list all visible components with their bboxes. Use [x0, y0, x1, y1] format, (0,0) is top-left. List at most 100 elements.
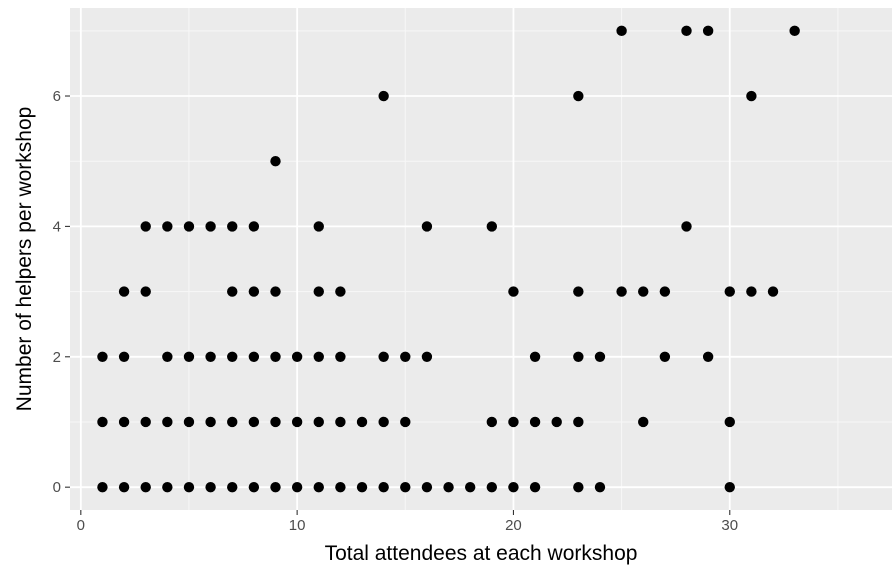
y-tick-label: 0: [53, 479, 61, 496]
data-point: [227, 221, 238, 232]
data-point: [443, 481, 454, 493]
data-point: [659, 286, 671, 297]
data-point: [291, 351, 303, 362]
data-point: [162, 416, 173, 428]
data-point: [702, 25, 714, 37]
data-point: [529, 416, 541, 428]
data-point: [638, 416, 649, 428]
data-point: [638, 286, 649, 297]
data-point: [573, 481, 584, 493]
data-point: [248, 481, 260, 493]
y-tick-label: 2: [53, 349, 61, 366]
data-point: [378, 351, 389, 362]
data-point: [486, 416, 498, 428]
data-point: [335, 351, 346, 362]
y-tick-label: 4: [53, 218, 61, 235]
data-point: [594, 351, 606, 362]
data-point: [205, 221, 216, 232]
data-point: [746, 90, 757, 102]
data-point: [118, 416, 130, 428]
data-point: [421, 221, 433, 232]
data-point: [205, 481, 216, 493]
x-tick-label: 20: [505, 517, 522, 534]
data-point: [464, 481, 476, 493]
data-point: [227, 416, 238, 428]
data-point: [313, 416, 324, 428]
data-point: [97, 481, 108, 493]
data-points: [97, 25, 800, 493]
y-axis-title: Number of helpers per workshop: [13, 107, 36, 412]
data-point: [248, 221, 260, 232]
data-point: [573, 351, 584, 362]
data-point: [529, 351, 541, 362]
data-point: [270, 351, 281, 362]
data-point: [551, 416, 562, 428]
data-point: [313, 351, 324, 362]
data-point: [508, 416, 519, 428]
data-point: [529, 481, 541, 493]
data-point: [356, 481, 368, 493]
data-point: [681, 25, 692, 37]
data-point: [140, 416, 151, 428]
data-point: [335, 481, 346, 493]
data-point: [227, 481, 238, 493]
data-point: [183, 221, 195, 232]
data-point: [421, 351, 433, 362]
data-point: [702, 351, 714, 362]
x-tick-label: 10: [289, 517, 306, 534]
data-point: [616, 25, 627, 37]
data-point: [421, 481, 433, 493]
data-point: [183, 351, 195, 362]
data-point: [183, 481, 195, 493]
data-point: [400, 351, 411, 362]
data-point: [486, 221, 498, 232]
panel-background: [70, 8, 892, 510]
data-point: [97, 416, 108, 428]
data-point: [118, 286, 130, 297]
data-point: [270, 481, 281, 493]
data-point: [118, 481, 130, 493]
x-axis-title: Total attendees at each workshop: [325, 542, 638, 565]
data-point: [205, 351, 216, 362]
data-point: [183, 416, 195, 428]
data-point: [789, 25, 800, 37]
data-point: [248, 416, 260, 428]
data-point: [508, 481, 519, 493]
data-point: [746, 286, 757, 297]
data-point: [573, 286, 584, 297]
x-axis: 0 10 20 30: [77, 510, 738, 534]
data-point: [594, 481, 606, 493]
data-point: [335, 416, 346, 428]
y-tick-label: 6: [53, 88, 61, 105]
data-point: [140, 481, 151, 493]
data-point: [270, 286, 281, 297]
data-point: [378, 90, 389, 102]
data-point: [162, 221, 173, 232]
data-point: [616, 286, 627, 297]
data-point: [227, 286, 238, 297]
data-point: [205, 416, 216, 428]
data-point: [97, 351, 108, 362]
data-point: [767, 286, 779, 297]
data-point: [486, 481, 498, 493]
data-point: [313, 286, 324, 297]
data-point: [270, 156, 281, 167]
data-point: [313, 481, 324, 493]
data-point: [573, 90, 584, 102]
data-point: [659, 351, 671, 362]
x-tick-label: 30: [721, 517, 738, 534]
y-axis: 0 2 4 6: [53, 88, 70, 496]
data-point: [227, 351, 238, 362]
data-point: [118, 351, 130, 362]
data-point: [270, 416, 281, 428]
data-point: [378, 416, 389, 428]
data-point: [248, 286, 260, 297]
data-point: [162, 351, 173, 362]
data-point: [140, 286, 151, 297]
data-point: [313, 221, 324, 232]
data-point: [378, 481, 389, 493]
data-point: [140, 221, 151, 232]
data-point: [162, 481, 173, 493]
data-point: [508, 286, 519, 297]
